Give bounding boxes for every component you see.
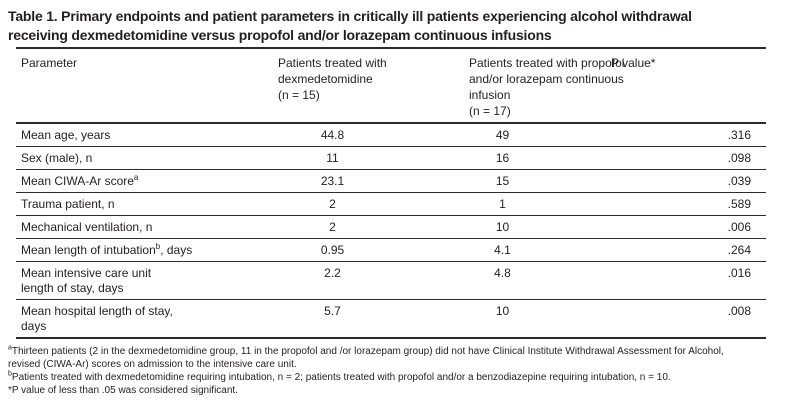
parameter-label: Mean hospital length of stay, days [21, 304, 173, 333]
parameter-cell: Mean CIWA-Ar scorea [16, 169, 270, 193]
dexmedetomidine-value-cell: 11 [270, 146, 395, 170]
propofol-lorazepam-value-cell: 1 [395, 192, 610, 216]
propofol-lorazepam-value-cell: 10 [395, 299, 610, 339]
table-header: Parameter Patients treated with dexmedet… [16, 47, 766, 124]
table-row: Mean hospital length of stay, days 5.7 10.… [16, 299, 766, 339]
parameter-cell: Mean age, years [16, 123, 270, 147]
table-row: Mean intensive care unit length of stay,… [16, 261, 766, 300]
propofol-lorazepam-value-cell: 49 [395, 123, 610, 147]
parameter-label: Mean age, years [21, 128, 111, 142]
footnote-marker: * [8, 385, 12, 396]
table-row: Mean CIWA-Ar scorea 23.1 15.039 [16, 169, 766, 193]
parameter-cell: Mean length of intubationb, days [16, 238, 270, 262]
dexmedetomidine-value-cell: 44.8 [270, 123, 395, 147]
propofol-lorazepam-value-cell: 4.8 [395, 261, 610, 300]
p-value-cell: .316 [610, 123, 766, 147]
propofol-lorazepam-value-cell: 15 [395, 169, 610, 193]
p-value-cell: .098 [610, 146, 766, 170]
parameter-label: Mean intensive care unit length of stay,… [21, 266, 152, 295]
col-header-parameter-label: Parameter [21, 56, 78, 70]
col-header-p-value-label: P value* [611, 56, 656, 70]
col-header-propofol-lorazepam-label: Patients treated with propofol and/or lo… [469, 56, 625, 118]
footnote: aThirteen patients (2 in the dexmedetomi… [8, 345, 792, 371]
parameter-label: Mean length of intubation [21, 243, 156, 257]
table-row: Mechanical ventilation, n 2 10.006 [16, 215, 766, 239]
dexmedetomidine-value-cell: 2 [270, 192, 395, 216]
parameter-label: Trauma patient, n [21, 197, 115, 211]
dexmedetomidine-value-cell: 0.95 [270, 238, 395, 262]
p-value-cell: .039 [610, 169, 766, 193]
p-value-cell: .589 [610, 192, 766, 216]
parameter-cell: Mean hospital length of stay, days [16, 299, 270, 339]
p-value-cell: .006 [610, 215, 766, 239]
table-title: Table 1. Primary endpoints and patient p… [8, 8, 692, 43]
dexmedetomidine-value-cell: 23.1 [270, 169, 395, 193]
footnote-marker: b [8, 370, 12, 378]
superscript-marker: a [133, 173, 139, 182]
p-value-cell: .264 [610, 238, 766, 262]
parameter-label: Mean CIWA-Ar score [21, 174, 134, 188]
col-header-p-value: P value* [610, 47, 766, 124]
footnotes: aThirteen patients (2 in the dexmedetomi… [8, 345, 792, 397]
col-header-parameter: Parameter [16, 47, 270, 124]
superscript-marker: b [155, 242, 161, 251]
col-header-dexmedetomidine: Patients treated with dexmedetomidine (n… [270, 47, 395, 124]
parameter-cell: Sex (male), n [16, 146, 270, 170]
footnote-marker: a [8, 344, 12, 352]
footnote: *P value of less than .05 was considered… [8, 384, 792, 397]
propofol-lorazepam-value-cell: 4.1 [395, 238, 610, 262]
footnote-text: P value of less than .05 was considered … [11, 385, 238, 396]
col-header-dexmedetomidine-label: Patients treated with dexmedetomidine (n… [278, 56, 387, 102]
dexmedetomidine-value-cell: 2 [270, 215, 395, 239]
parameter-cell: Mean intensive care unit length of stay,… [16, 261, 270, 300]
data-table: Parameter Patients treated with dexmedet… [16, 47, 766, 339]
table-body: Mean age, years 44.8 49.316 Sex (male), n 11… [16, 123, 766, 339]
table-row: Sex (male), n 11 16.098 [16, 146, 766, 170]
p-value-cell: .016 [610, 261, 766, 300]
col-header-propofol-lorazepam: Patients treated with propofol and/or lo… [395, 47, 625, 124]
footnote: bPatients treated with dexmedetomidine r… [8, 371, 792, 384]
dexmedetomidine-value-cell: 5.7 [270, 299, 395, 339]
dexmedetomidine-value-cell: 2.2 [270, 261, 395, 300]
parameter-label-suffix: , days [160, 243, 193, 257]
p-value-cell: .008 [610, 299, 766, 339]
footnote-text: Patients treated with dexmedetomidine re… [11, 372, 671, 383]
propofol-lorazepam-value-cell: 16 [395, 146, 610, 170]
table-row: Trauma patient, n 2 1.589 [16, 192, 766, 216]
propofol-lorazepam-value-cell: 10 [395, 215, 610, 239]
footnote-text: Thirteen patients (2 in the dexmedetomid… [8, 346, 724, 370]
parameter-cell: Trauma patient, n [16, 192, 270, 216]
table-row: Mean age, years 44.8 49.316 [16, 123, 766, 147]
table-row: Mean length of intubationb, days 0.95 4.1.… [16, 238, 766, 262]
parameter-label: Sex (male), n [21, 151, 93, 165]
parameter-label: Mechanical ventilation, n [21, 220, 153, 234]
header-row: Parameter Patients treated with dexmedet… [16, 47, 766, 124]
parameter-cell: Mechanical ventilation, n [16, 215, 270, 239]
